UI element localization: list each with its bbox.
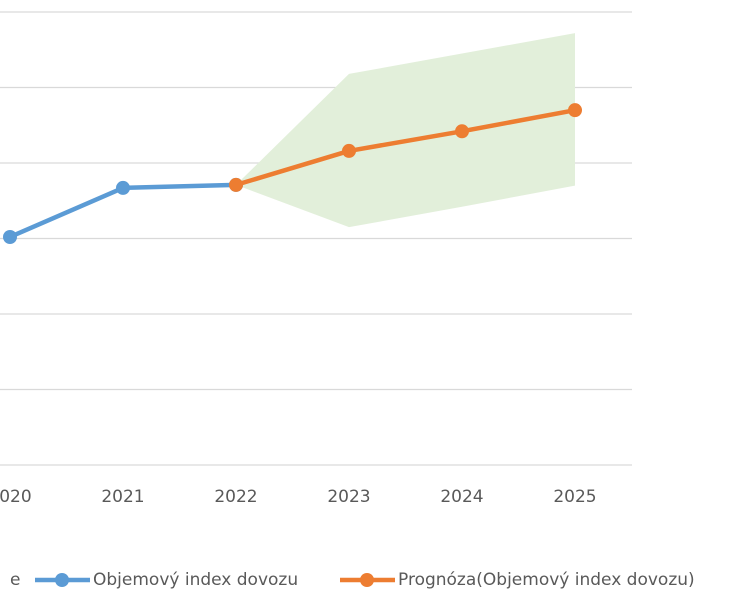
legend-label: Prognóza(Objemový index dovozu) xyxy=(398,570,695,590)
series-marker xyxy=(568,103,582,118)
x-tick-label: 2025 xyxy=(553,487,596,507)
x-tick-label: 2022 xyxy=(214,487,257,507)
series-line xyxy=(235,107,576,188)
series-marker xyxy=(342,143,356,158)
x-tick-label: 2023 xyxy=(327,487,370,507)
series-marker xyxy=(3,229,17,244)
legend-cropped-text: e xyxy=(10,570,20,590)
legend-marker xyxy=(55,573,69,587)
series-marker xyxy=(229,177,243,192)
legend-label: Objemový index dovozu xyxy=(93,570,298,590)
x-tick-label: 2021 xyxy=(101,487,144,507)
legend-marker xyxy=(360,573,374,587)
series-marker xyxy=(116,180,130,195)
series-marker xyxy=(455,124,469,139)
x-tick-label: 2024 xyxy=(440,487,483,507)
forecast-band xyxy=(236,33,575,228)
